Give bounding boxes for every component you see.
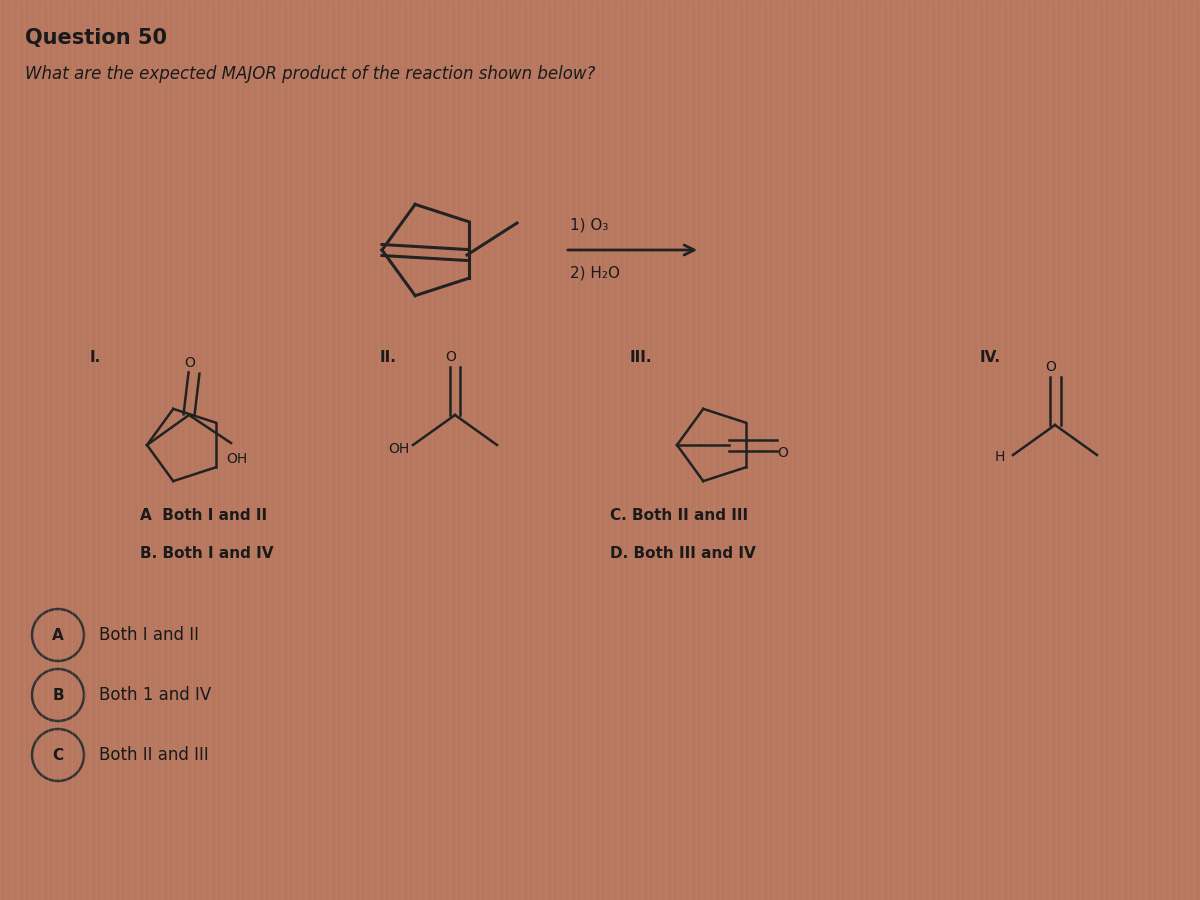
Text: A: A: [52, 627, 64, 643]
Text: B: B: [52, 688, 64, 703]
Text: Both II and III: Both II and III: [98, 746, 209, 764]
Text: D. Both III and IV: D. Both III and IV: [610, 546, 756, 561]
Text: O: O: [778, 446, 788, 460]
Text: Question 50: Question 50: [25, 28, 167, 48]
Text: 2) H₂O: 2) H₂O: [570, 265, 620, 280]
Text: Both 1 and IV: Both 1 and IV: [98, 686, 211, 704]
Text: Both I and II: Both I and II: [98, 626, 199, 644]
Text: O: O: [1045, 360, 1056, 374]
Text: IV.: IV.: [980, 350, 1001, 365]
Text: 1) O₃: 1) O₃: [570, 217, 608, 232]
Text: B. Both I and IV: B. Both I and IV: [140, 546, 274, 561]
Text: I.: I.: [90, 350, 101, 365]
Text: A  Both I and II: A Both I and II: [140, 508, 268, 523]
Text: C: C: [53, 748, 64, 762]
Text: OH: OH: [388, 442, 409, 456]
Text: What are the expected MAJOR product of the reaction shown below?: What are the expected MAJOR product of t…: [25, 65, 595, 83]
Text: C. Both II and III: C. Both II and III: [610, 508, 748, 523]
Text: H: H: [995, 450, 1006, 464]
Text: III.: III.: [630, 350, 653, 365]
Text: O: O: [445, 350, 456, 364]
Text: II.: II.: [380, 350, 397, 365]
Text: OH: OH: [226, 452, 247, 466]
Text: O: O: [184, 356, 194, 370]
